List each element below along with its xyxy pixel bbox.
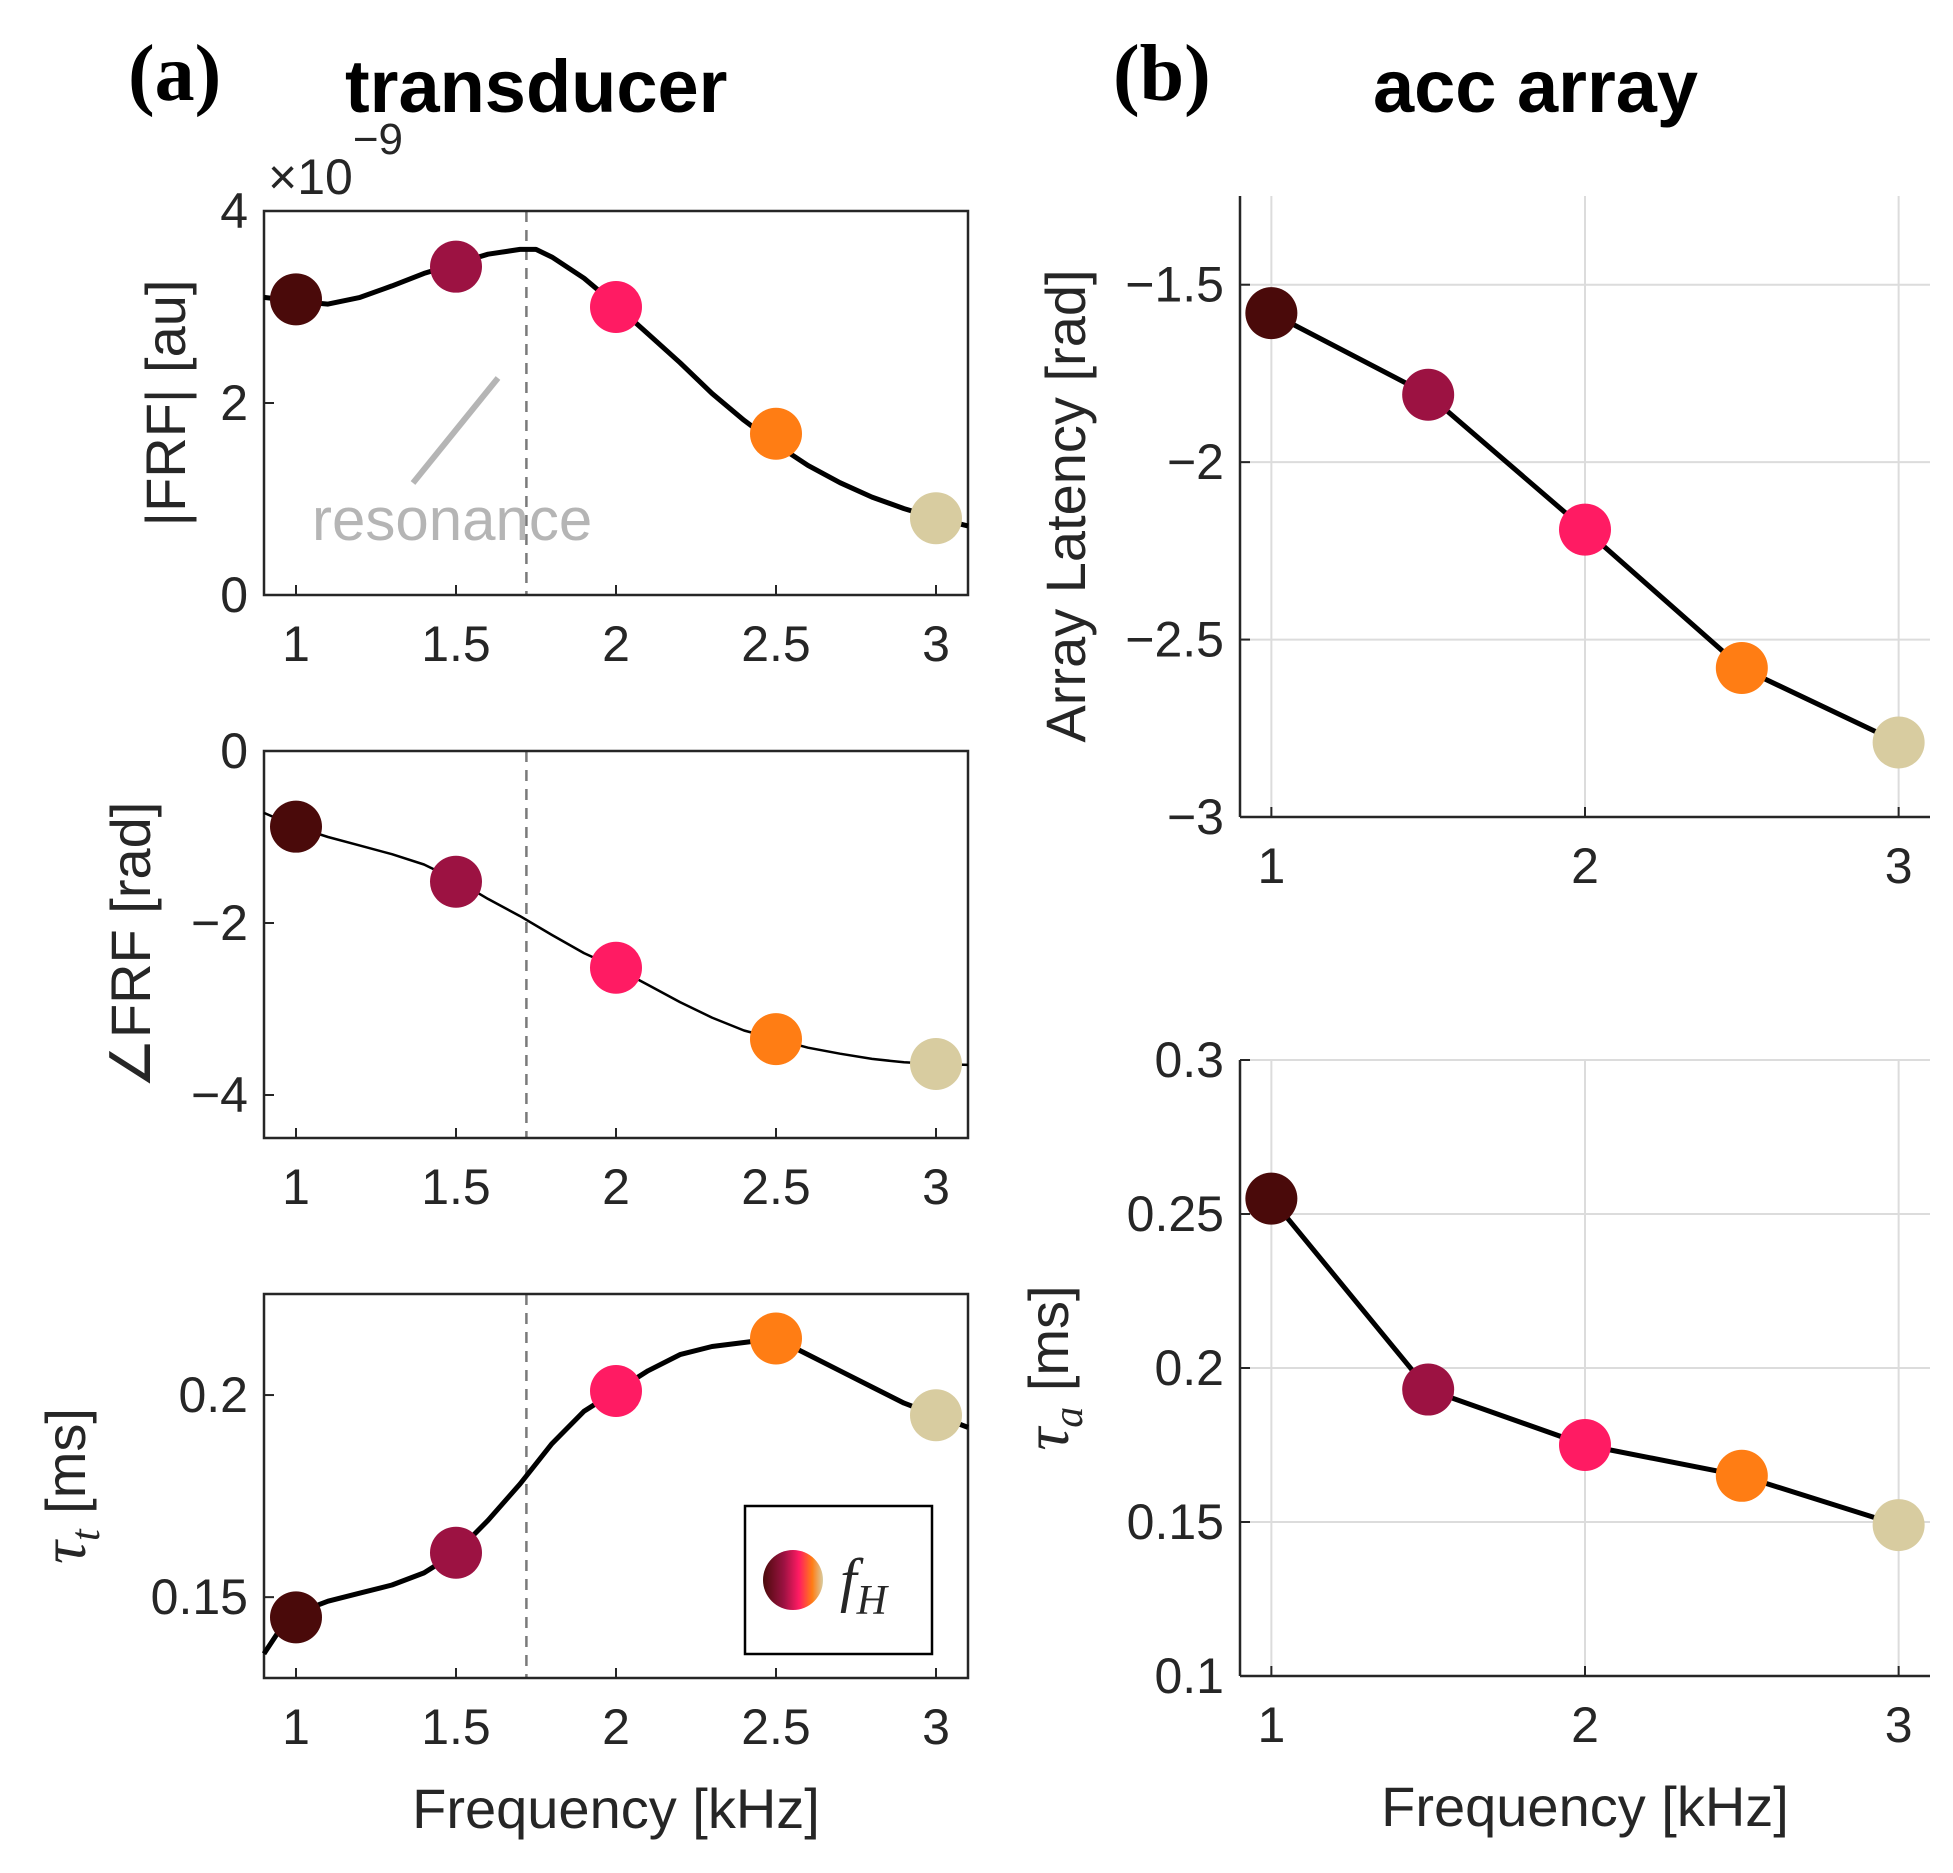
data-point [1402,368,1455,421]
data-point [910,1038,962,1091]
y-tick-label: −1.5 [1125,257,1224,313]
x-tick-label: 3 [1885,838,1913,894]
x-tick-label: 2 [602,616,630,672]
x-tick-label: 3 [922,616,950,672]
data-point [1872,1499,1925,1552]
gradient-circle-icon [763,1550,823,1610]
data-point [1715,641,1768,694]
data-point [1872,716,1925,769]
exponent-label: ×10−9 [268,115,403,205]
x-tick-label: 1 [282,1159,310,1215]
x-tick-label: 1.5 [421,1159,491,1215]
x-axis-label: Frequency [kHz] [412,1777,820,1840]
y-tick-label: 0.3 [1154,1032,1224,1088]
y-tick-label: 0.25 [1127,1186,1224,1242]
exponent-power: −9 [353,115,403,164]
frf-phase-chart: 1 1.5 2 2.5 3 −4 −2 0 ∠FRF [rad] [99,723,970,1215]
frf-magnitude-chart: ×10−9 resonance 1 1.5 2 2.5 3 0 2 4 |FRF| [au] [134,115,970,672]
x-tick-label: 3 [922,1699,950,1755]
x-tick-label: 3 [1885,1697,1913,1753]
data-point [590,281,642,333]
y-tick-label: 0.1 [1154,1648,1224,1704]
data-point [430,855,482,908]
data-point [1559,503,1611,556]
data-point [750,1013,802,1066]
data-point [430,240,482,293]
x-tick-label: 1 [282,616,310,672]
data-point [750,1312,802,1365]
array-latency-chart: 1 2 3 −3 −2.5 −2 −1.5 Array Latency [rad] [1034,196,1930,894]
x-tick-label: 1.5 [421,616,491,672]
y-axis-label: Array Latency [rad] [1034,269,1097,742]
data-point [270,273,322,326]
y-axis-label: τa [ms] [1011,1285,1092,1450]
x-tick-label: 1 [282,1699,310,1755]
x-tick-label: 2.5 [741,1699,811,1755]
x-tick-label: 3 [922,1159,950,1215]
panel-b-title: acc array [1373,45,1698,128]
data-point [270,800,322,853]
y-tick-label: 4 [220,183,248,239]
x-tick-label: 2.5 [741,1159,811,1215]
y-axis-label: ∠FRF [rad] [99,802,162,1089]
x-tick-label: 2.5 [741,616,811,672]
y-tick-label: 2 [220,375,248,431]
y-tick-label: 0 [220,723,248,779]
data-point [430,1526,482,1579]
resonance-label: resonance [312,486,592,553]
x-tick-label: 1.5 [421,1699,491,1755]
tau-t-chart: fH 1 1.5 2 2.5 30.150.2τt [ms]Frequency [kHz… [28,1292,970,1840]
y-tick-label: 0.2 [1154,1340,1224,1396]
series-curve [263,811,969,1067]
data-point [1245,1172,1298,1225]
x-tick-label: 1 [1257,838,1285,894]
y-tick-label: −2.5 [1125,612,1224,668]
data-point [910,492,962,545]
legend-subscript: H [856,1578,890,1624]
panel-b-label: (b) [1113,30,1211,118]
y-axis-label: |FRF| [au] [134,280,197,527]
y-tick-label: −2 [191,895,248,951]
y-tick-label: 0 [220,567,248,623]
x-tick-label: 2 [1571,838,1599,894]
y-tick-label: −3 [1167,789,1224,845]
y-tick-label: 0.15 [151,1569,248,1625]
data-point [1559,1419,1611,1471]
y-tick-label: −2 [1167,434,1224,490]
data-point [590,941,642,994]
data-point [750,407,802,460]
x-tick-label: 2 [602,1699,630,1755]
resonance-pointer [410,376,501,485]
tau-a-chart: 1 2 3 0.1 0.15 0.2 0.25 0.3 τa [ms] Frequency [kH… [1011,1032,1930,1838]
data-point [1402,1363,1455,1416]
data-point [590,1365,642,1418]
y-axis-label: τt [ms] [28,1408,109,1564]
x-tick-label: 2 [1571,1697,1599,1753]
data-point [1245,287,1298,340]
data-point [910,1389,962,1442]
x-axis-label: Frequency [kHz] [1381,1775,1789,1838]
panel-a-label: (a) [128,30,221,118]
exponent-base: ×10 [268,149,353,205]
y-tick-label: 0.2 [178,1367,248,1423]
x-tick-label: 1 [1257,1697,1285,1753]
y-tick-label: −4 [191,1067,248,1123]
y-tick-label: 0.15 [1127,1494,1224,1550]
data-point [1715,1449,1768,1502]
panel-a-title: transducer [345,45,727,128]
data-point [270,1591,322,1644]
x-tick-label: 2 [602,1159,630,1215]
